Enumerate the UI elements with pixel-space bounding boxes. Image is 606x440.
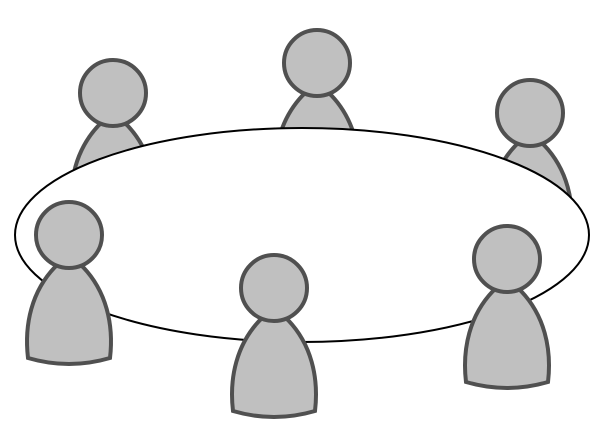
person-icon — [230, 253, 318, 419]
person-body — [230, 313, 318, 419]
person-icon — [463, 224, 551, 390]
person-head — [495, 78, 565, 148]
person-head — [78, 58, 148, 128]
people-in-front-of-table — [25, 200, 551, 419]
person-icon — [25, 200, 113, 366]
person-head — [282, 28, 352, 98]
person-head — [239, 253, 309, 323]
person-body — [463, 284, 551, 390]
person-head — [34, 200, 104, 270]
person-head — [472, 224, 542, 294]
person-body — [25, 260, 113, 366]
